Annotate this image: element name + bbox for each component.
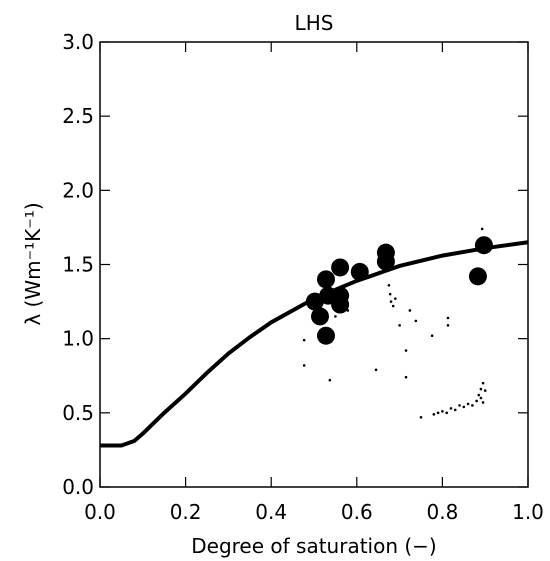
small-point — [445, 411, 448, 415]
small-point — [479, 396, 483, 400]
y-tick-label: 0.5 — [62, 401, 94, 425]
small-point — [419, 415, 423, 419]
small-point — [388, 292, 392, 296]
small-point — [387, 283, 391, 287]
small-point — [475, 399, 478, 403]
large-point — [316, 326, 335, 345]
small-point — [436, 411, 440, 415]
small-point — [328, 378, 332, 382]
y-tick-label: 1.5 — [62, 253, 94, 277]
small-point — [404, 349, 408, 352]
small-point — [458, 404, 461, 407]
small-point — [394, 297, 397, 300]
small-point — [479, 387, 483, 391]
small-point — [449, 407, 453, 410]
small-point — [374, 368, 378, 372]
small-point — [391, 304, 395, 308]
x-tick-label: 0.8 — [426, 500, 458, 524]
small-point — [432, 413, 436, 416]
y-tick-label: 1.0 — [62, 327, 94, 351]
small-point — [414, 319, 418, 323]
large-point — [310, 307, 329, 326]
fit-curve — [100, 240, 529, 448]
small-point — [477, 393, 481, 397]
small-point — [408, 309, 412, 312]
x-tick-label: 0.2 — [170, 500, 202, 524]
x-tick-label: 1.0 — [512, 500, 544, 524]
y-tick-label: 3.0 — [62, 30, 94, 54]
small-point — [430, 334, 434, 338]
small-point — [334, 315, 337, 318]
x-tick-label: 0.6 — [341, 500, 373, 524]
small-point — [466, 402, 470, 406]
small-point — [462, 405, 466, 409]
large-point — [376, 252, 395, 271]
small-point — [471, 404, 474, 407]
small-point — [481, 381, 485, 385]
large-point — [350, 262, 369, 281]
small-point — [346, 309, 350, 312]
small-point — [453, 408, 457, 412]
plot-frame — [99, 41, 529, 488]
small-point — [446, 324, 450, 327]
y-tick-label: 0.0 — [62, 475, 94, 499]
large-point — [331, 258, 350, 277]
small-point — [441, 410, 444, 413]
small-point — [480, 227, 484, 231]
y-axis-label: λ (Wm⁻¹K⁻¹) — [21, 202, 45, 325]
large-point — [316, 270, 335, 289]
y-tick-label: 2.5 — [62, 104, 94, 128]
small-point — [389, 300, 393, 303]
x-tick-label: 0.4 — [255, 500, 287, 524]
large-point — [331, 295, 350, 314]
small-point — [398, 324, 401, 327]
small-point — [404, 375, 408, 379]
large-point — [474, 236, 493, 255]
large-point — [468, 267, 487, 286]
x-tick-label: 0.0 — [84, 500, 116, 524]
chart-title: LHS — [295, 11, 334, 35]
small-point — [483, 389, 487, 392]
small-point — [302, 364, 306, 367]
small-point — [481, 401, 485, 404]
y-tick-label: 2.0 — [62, 178, 94, 202]
x-axis-label: Degree of saturation (−) — [191, 534, 437, 558]
small-point — [446, 316, 450, 320]
small-point — [302, 338, 306, 342]
